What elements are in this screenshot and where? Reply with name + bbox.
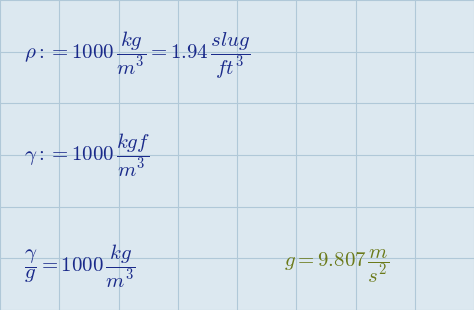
Text: $\dfrac{\gamma}{g}=1000\,\dfrac{\mathit{kg}}{\mathit{m}^3}$: $\dfrac{\gamma}{g}=1000\,\dfrac{\mathit{…: [24, 243, 136, 290]
Text: $g=9.807\,\dfrac{\mathit{m}}{\mathit{s}^2}$: $g=9.807\,\dfrac{\mathit{m}}{\mathit{s}^…: [284, 248, 390, 285]
Text: $\gamma:=1000\,\dfrac{\mathit{kgf}}{\mathit{m}^3}$: $\gamma:=1000\,\dfrac{\mathit{kgf}}{\mat…: [24, 131, 150, 179]
Text: $\rho:=1000\,\dfrac{\mathit{kg}}{\mathit{m}^3}=1.94\,\dfrac{\mathit{slug}}{\math: $\rho:=1000\,\dfrac{\mathit{kg}}{\mathit…: [24, 30, 250, 82]
